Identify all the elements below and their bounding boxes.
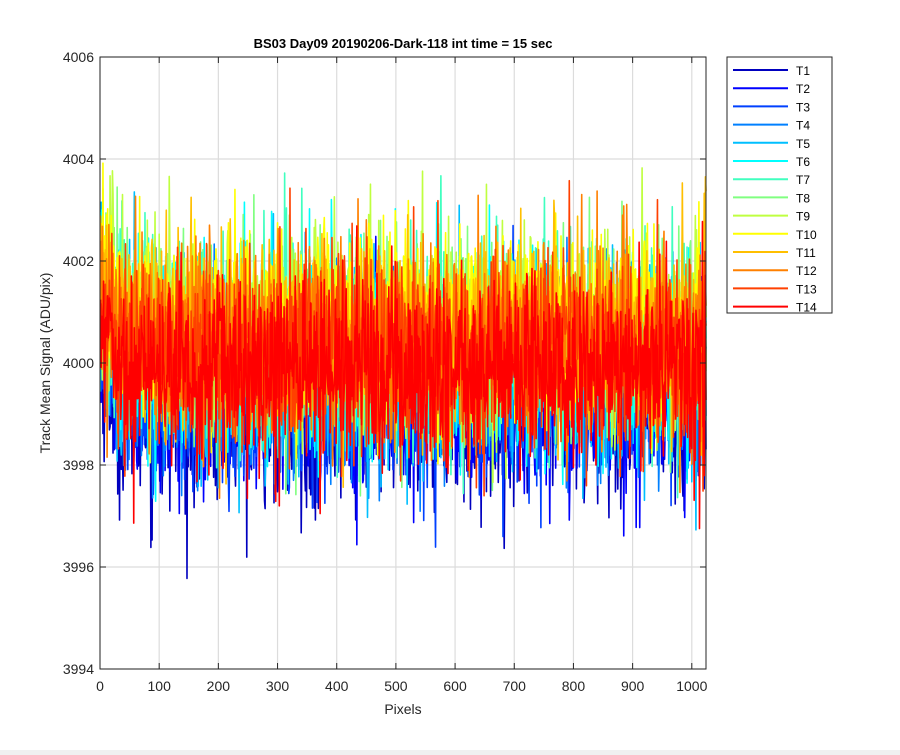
- x-tick-label: 200: [207, 678, 231, 694]
- axis-ticks: 0 100 200 300 400 500 600 700 800 900 1000 3994 3996…: [63, 49, 708, 694]
- legend-label-t2: T2: [796, 82, 810, 96]
- x-tick-label: 600: [443, 678, 467, 694]
- y-tick-label: 4004: [63, 151, 94, 167]
- legend-label-t12: T12: [796, 264, 817, 278]
- x-axis-label: Pixels: [384, 701, 421, 717]
- x-tick-label: 1000: [676, 678, 707, 694]
- legend-label-t14: T14: [796, 301, 817, 315]
- legend-label-t5: T5: [796, 137, 810, 151]
- legend-label-t10: T10: [796, 228, 817, 242]
- x-tick-label: 800: [562, 678, 586, 694]
- series-line-t14: [99, 220, 707, 530]
- x-tick-label: 100: [148, 678, 172, 694]
- y-tick-label: 4000: [63, 355, 94, 371]
- y-tick-label: 3998: [63, 457, 94, 473]
- legend-label-t13: T13: [796, 282, 817, 296]
- series-lines: [99, 162, 707, 580]
- legend-label-t6: T6: [796, 155, 810, 169]
- y-tick-label: 4006: [63, 49, 94, 65]
- y-tick-label: 4002: [63, 253, 94, 269]
- legend-label-t1: T1: [796, 64, 810, 78]
- legend-label-t4: T4: [796, 119, 810, 133]
- legend-label-t3: T3: [796, 100, 810, 114]
- legend-label-t7: T7: [796, 173, 810, 187]
- legend: T1 T2 T3 T4 T5 T6 T7 T8 T9 T10 T11 T12 T13 T14: [726, 56, 833, 315]
- y-tick-label: 3996: [63, 559, 94, 575]
- y-tick-label: 3994: [63, 661, 94, 677]
- x-tick-label: 700: [503, 678, 527, 694]
- x-tick-label: 900: [621, 678, 645, 694]
- legend-label-t9: T9: [796, 210, 810, 224]
- x-tick-label: 500: [384, 678, 408, 694]
- x-tick-label: 400: [325, 678, 349, 694]
- x-tick-label: 0: [96, 678, 104, 694]
- x-tick-label: 300: [266, 678, 290, 694]
- chart-title: BS03 Day09 20190206-Dark-118 int time = …: [254, 36, 553, 51]
- y-axis-label: Track Mean Signal (ADU/pix): [37, 273, 53, 454]
- legend-label-t11: T11: [796, 246, 816, 260]
- legend-label-t8: T8: [796, 191, 810, 205]
